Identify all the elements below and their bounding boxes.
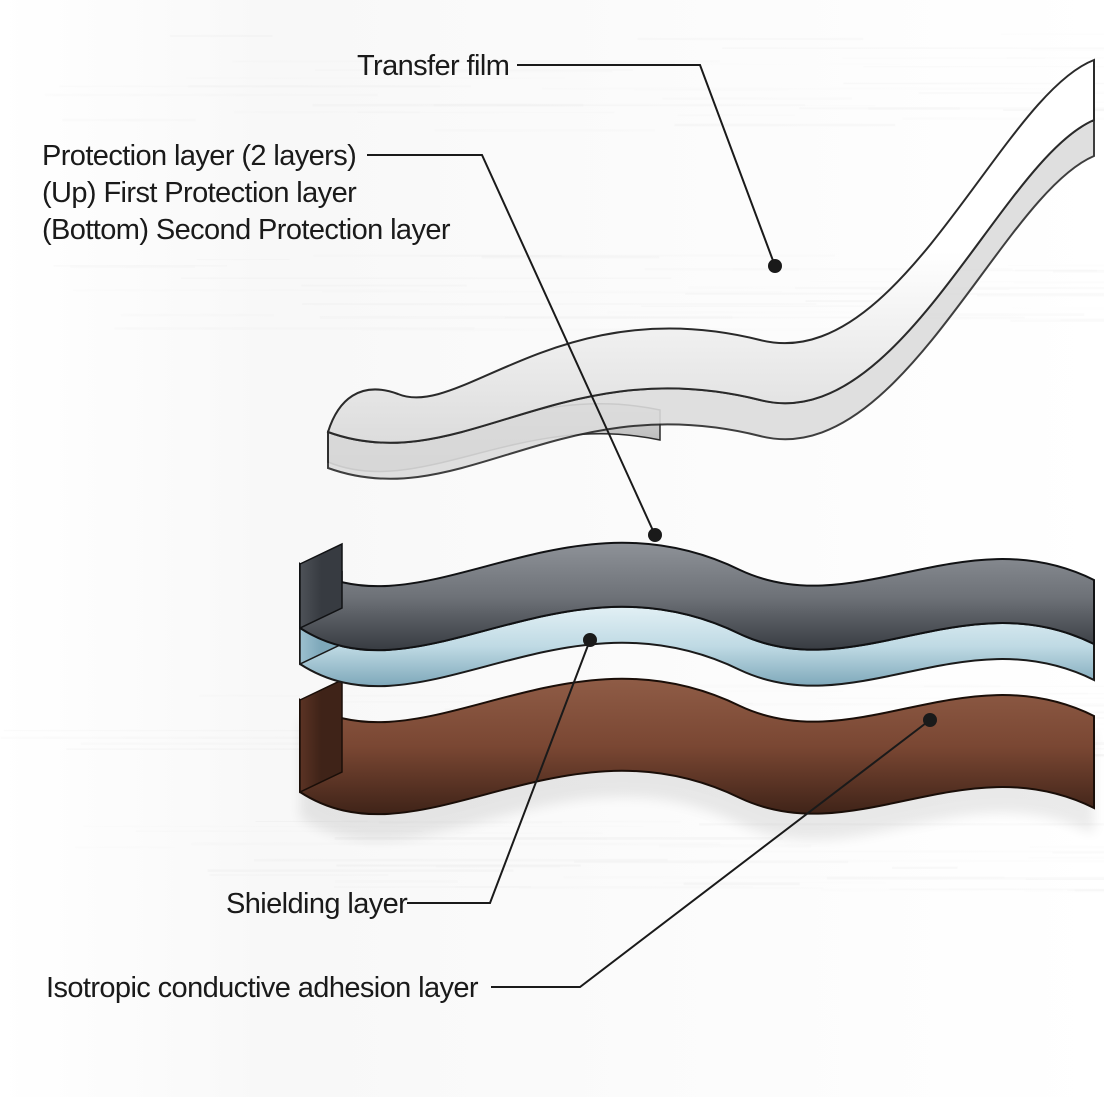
callout-dot-adhesion bbox=[923, 713, 937, 727]
callout-dot-shielding bbox=[583, 633, 597, 647]
callout-dot-protection bbox=[648, 528, 662, 542]
adhesion-layer-edge bbox=[300, 680, 342, 792]
callout-dot-transfer bbox=[768, 259, 782, 273]
callout-label-transfer: Transfer film bbox=[357, 48, 509, 85]
callout-leader-transfer bbox=[535, 65, 775, 266]
callout-label-protection: Protection layer (2 layers)(Up) First Pr… bbox=[42, 138, 450, 249]
callout-label-adhesion: Isotropic conductive adhesion layer bbox=[46, 970, 478, 1007]
diagram-stage: Transfer film Protection layer (2 layers)… bbox=[0, 0, 1104, 1097]
callout-label-shielding: Shielding layer bbox=[226, 886, 407, 923]
